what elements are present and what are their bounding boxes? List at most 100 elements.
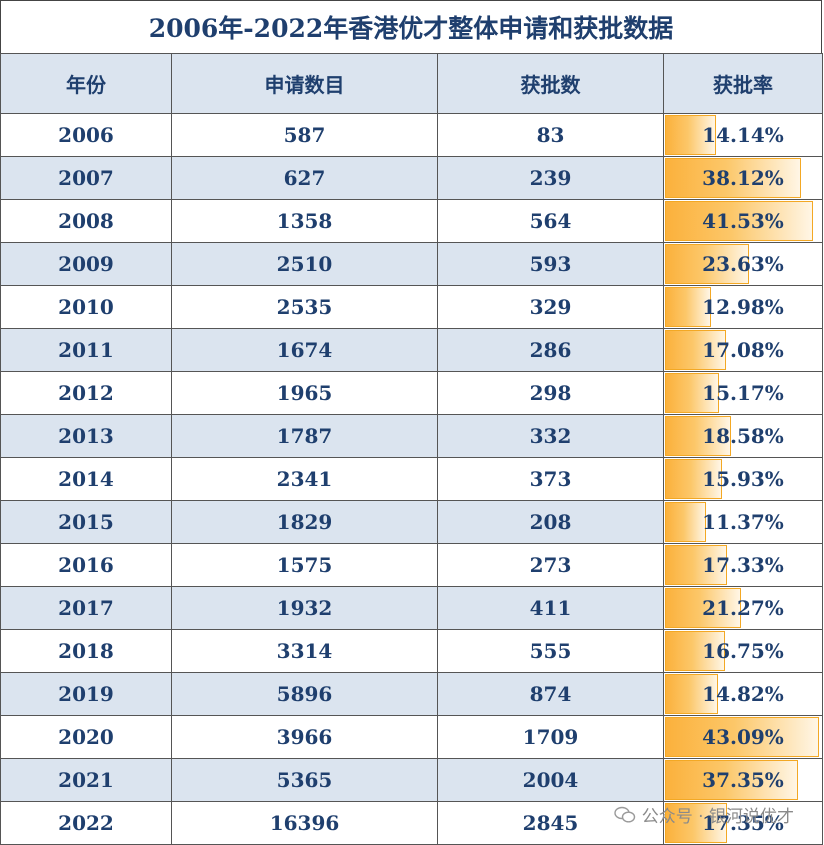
applications-cell: 2535 bbox=[171, 285, 438, 329]
rate-value: 17.35% bbox=[702, 811, 784, 835]
year-cell: 2010 bbox=[0, 285, 172, 329]
approved-cell: 874 bbox=[437, 672, 664, 716]
year-cell: 2014 bbox=[0, 457, 172, 501]
rate-value: 14.82% bbox=[702, 682, 784, 706]
rate-cell: 15.93% bbox=[663, 457, 823, 501]
rate-cell: 17.35% bbox=[663, 801, 823, 845]
rate-bar bbox=[665, 588, 741, 628]
applications-cell: 3966 bbox=[171, 715, 438, 759]
applications-cell: 2341 bbox=[171, 457, 438, 501]
applications-cell: 1829 bbox=[171, 500, 438, 544]
rate-value: 15.93% bbox=[702, 467, 784, 491]
rate-value: 37.35% bbox=[702, 768, 784, 792]
approved-cell: 298 bbox=[437, 371, 664, 415]
rate-cell: 43.09% bbox=[663, 715, 823, 759]
applications-cell: 5365 bbox=[171, 758, 438, 802]
table-row: 2011 1674 286 17.08% bbox=[0, 328, 823, 372]
rate-value: 16.75% bbox=[702, 639, 784, 663]
year-cell: 2009 bbox=[0, 242, 172, 286]
table-row: 2014 2341 373 15.93% bbox=[0, 457, 823, 501]
rate-bar bbox=[665, 330, 726, 370]
rate-value: 14.14% bbox=[702, 123, 784, 147]
year-cell: 2021 bbox=[0, 758, 172, 802]
header-year: 年份 bbox=[0, 53, 172, 114]
rate-value: 11.37% bbox=[702, 510, 784, 534]
approved-cell: 373 bbox=[437, 457, 664, 501]
rate-cell: 15.17% bbox=[663, 371, 823, 415]
rate-value: 12.98% bbox=[702, 295, 784, 319]
approved-cell: 239 bbox=[437, 156, 664, 200]
rate-bar bbox=[665, 674, 718, 714]
rate-cell: 14.14% bbox=[663, 113, 823, 157]
applications-cell: 2510 bbox=[171, 242, 438, 286]
rate-bar bbox=[665, 416, 731, 456]
rate-cell: 41.53% bbox=[663, 199, 823, 243]
year-cell: 2006 bbox=[0, 113, 172, 157]
table-row: 2015 1829 208 11.37% bbox=[0, 500, 823, 544]
approved-cell: 411 bbox=[437, 586, 664, 630]
table-row: 2016 1575 273 17.33% bbox=[0, 543, 823, 587]
year-cell: 2020 bbox=[0, 715, 172, 759]
applications-cell: 587 bbox=[171, 113, 438, 157]
rate-bar bbox=[665, 760, 798, 800]
rate-cell: 23.63% bbox=[663, 242, 823, 286]
rate-bar bbox=[665, 502, 706, 542]
rate-value: 18.58% bbox=[702, 424, 784, 448]
table-row: 2006 587 83 14.14% bbox=[0, 113, 823, 157]
rate-value: 41.53% bbox=[702, 209, 784, 233]
table-row: 2009 2510 593 23.63% bbox=[0, 242, 823, 286]
rate-bar bbox=[665, 158, 801, 198]
rate-cell: 12.98% bbox=[663, 285, 823, 329]
rate-value: 15.17% bbox=[702, 381, 784, 405]
year-cell: 2007 bbox=[0, 156, 172, 200]
rate-cell: 11.37% bbox=[663, 500, 823, 544]
rate-value: 21.27% bbox=[702, 596, 784, 620]
table-body: 2006 587 83 14.14% 2007 627 239 38.12% 2008 1358 5… bbox=[0, 113, 823, 845]
approved-cell: 2004 bbox=[437, 758, 664, 802]
applications-cell: 1965 bbox=[171, 371, 438, 415]
applications-cell: 5896 bbox=[171, 672, 438, 716]
year-cell: 2017 bbox=[0, 586, 172, 630]
rate-value: 23.63% bbox=[702, 252, 784, 276]
approved-cell: 83 bbox=[437, 113, 664, 157]
rate-bar bbox=[665, 373, 719, 413]
year-cell: 2016 bbox=[0, 543, 172, 587]
table-row: 2017 1932 411 21.27% bbox=[0, 586, 823, 630]
rate-value: 43.09% bbox=[702, 725, 784, 749]
table-row: 2012 1965 298 15.17% bbox=[0, 371, 823, 415]
table-row: 2021 5365 2004 37.35% bbox=[0, 758, 823, 802]
year-cell: 2022 bbox=[0, 801, 172, 845]
rate-bar bbox=[665, 287, 711, 327]
year-cell: 2013 bbox=[0, 414, 172, 458]
table-row: 2018 3314 555 16.75% bbox=[0, 629, 823, 673]
applications-cell: 16396 bbox=[171, 801, 438, 845]
header-approved: 获批数 bbox=[437, 53, 664, 114]
applications-cell: 1932 bbox=[171, 586, 438, 630]
table-title: 2006年-2022年香港优才整体申请和获批数据 bbox=[0, 0, 822, 53]
approved-cell: 273 bbox=[437, 543, 664, 587]
rate-cell: 37.35% bbox=[663, 758, 823, 802]
header-row: 年份 申请数目 获批数 获批率 bbox=[0, 53, 823, 114]
rate-value: 38.12% bbox=[702, 166, 784, 190]
rate-bar bbox=[665, 115, 716, 155]
rate-cell: 38.12% bbox=[663, 156, 823, 200]
approved-cell: 332 bbox=[437, 414, 664, 458]
year-cell: 2008 bbox=[0, 199, 172, 243]
rate-cell: 18.58% bbox=[663, 414, 823, 458]
year-cell: 2011 bbox=[0, 328, 172, 372]
rate-bar bbox=[665, 244, 749, 284]
table-row: 2013 1787 332 18.58% bbox=[0, 414, 823, 458]
year-cell: 2015 bbox=[0, 500, 172, 544]
rate-value: 17.33% bbox=[702, 553, 784, 577]
wechat-icon bbox=[614, 806, 635, 823]
rate-cell: 16.75% bbox=[663, 629, 823, 673]
approved-cell: 593 bbox=[437, 242, 664, 286]
header-applications: 申请数目 bbox=[171, 53, 438, 114]
rate-bar bbox=[665, 717, 819, 757]
approved-cell: 208 bbox=[437, 500, 664, 544]
rate-bar bbox=[665, 459, 722, 499]
header-rate: 获批率 bbox=[663, 53, 823, 114]
applications-cell: 627 bbox=[171, 156, 438, 200]
approved-cell: 1709 bbox=[437, 715, 664, 759]
watermark-text: 公众号 · 银河说优才 bbox=[641, 807, 794, 827]
